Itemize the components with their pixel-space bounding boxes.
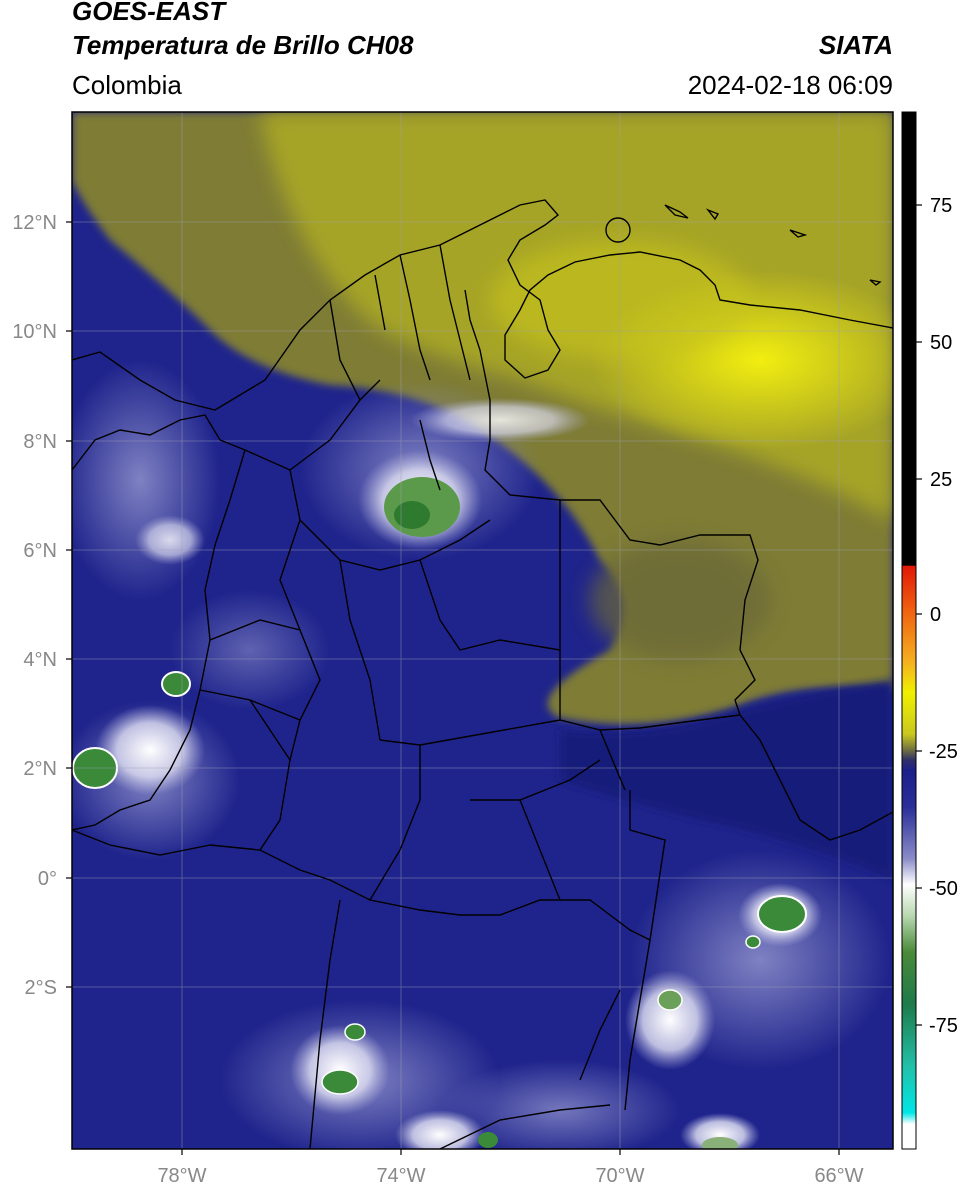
lat-label: 12°N [12, 212, 57, 234]
lon-label: 78°W [157, 1165, 206, 1187]
lon-label: 70°W [595, 1165, 644, 1187]
boundaries [72, 199, 893, 1149]
colorbar-tick-label: 75 [930, 195, 952, 217]
lat-label: 4°N [23, 649, 57, 671]
colorbar [901, 111, 917, 1150]
datetime-label: 2024-02-18 06:09 [687, 70, 893, 100]
colorbar-tick-label: 50 [930, 332, 952, 354]
lat-label: 2°N [23, 758, 57, 780]
product-title: Temperatura de Brillo CH08 [72, 30, 414, 60]
lat-label: 2°S [25, 977, 57, 999]
colorbar-tick-label: 0 [930, 604, 941, 626]
lon-label: 66°W [814, 1165, 863, 1187]
lat-label: 6°N [23, 540, 57, 562]
satellite-image [72, 112, 893, 1149]
lat-label: 8°N [23, 431, 57, 453]
colorbar-tick-label: -75 [929, 1015, 958, 1037]
lat-label: 0° [38, 868, 57, 890]
colorbar-tick-label: 25 [930, 469, 952, 491]
region-label: Colombia [72, 70, 182, 100]
lat-label: 10°N [12, 321, 57, 343]
map-frame [71, 111, 894, 1150]
agency-label: SIATA [818, 30, 893, 60]
satellite-title: GOES-EAST [72, 0, 226, 26]
colorbar-tick-label: -25 [929, 741, 958, 763]
colorbar-tick-label: -50 [929, 878, 958, 900]
lon-label: 74°W [376, 1165, 425, 1187]
